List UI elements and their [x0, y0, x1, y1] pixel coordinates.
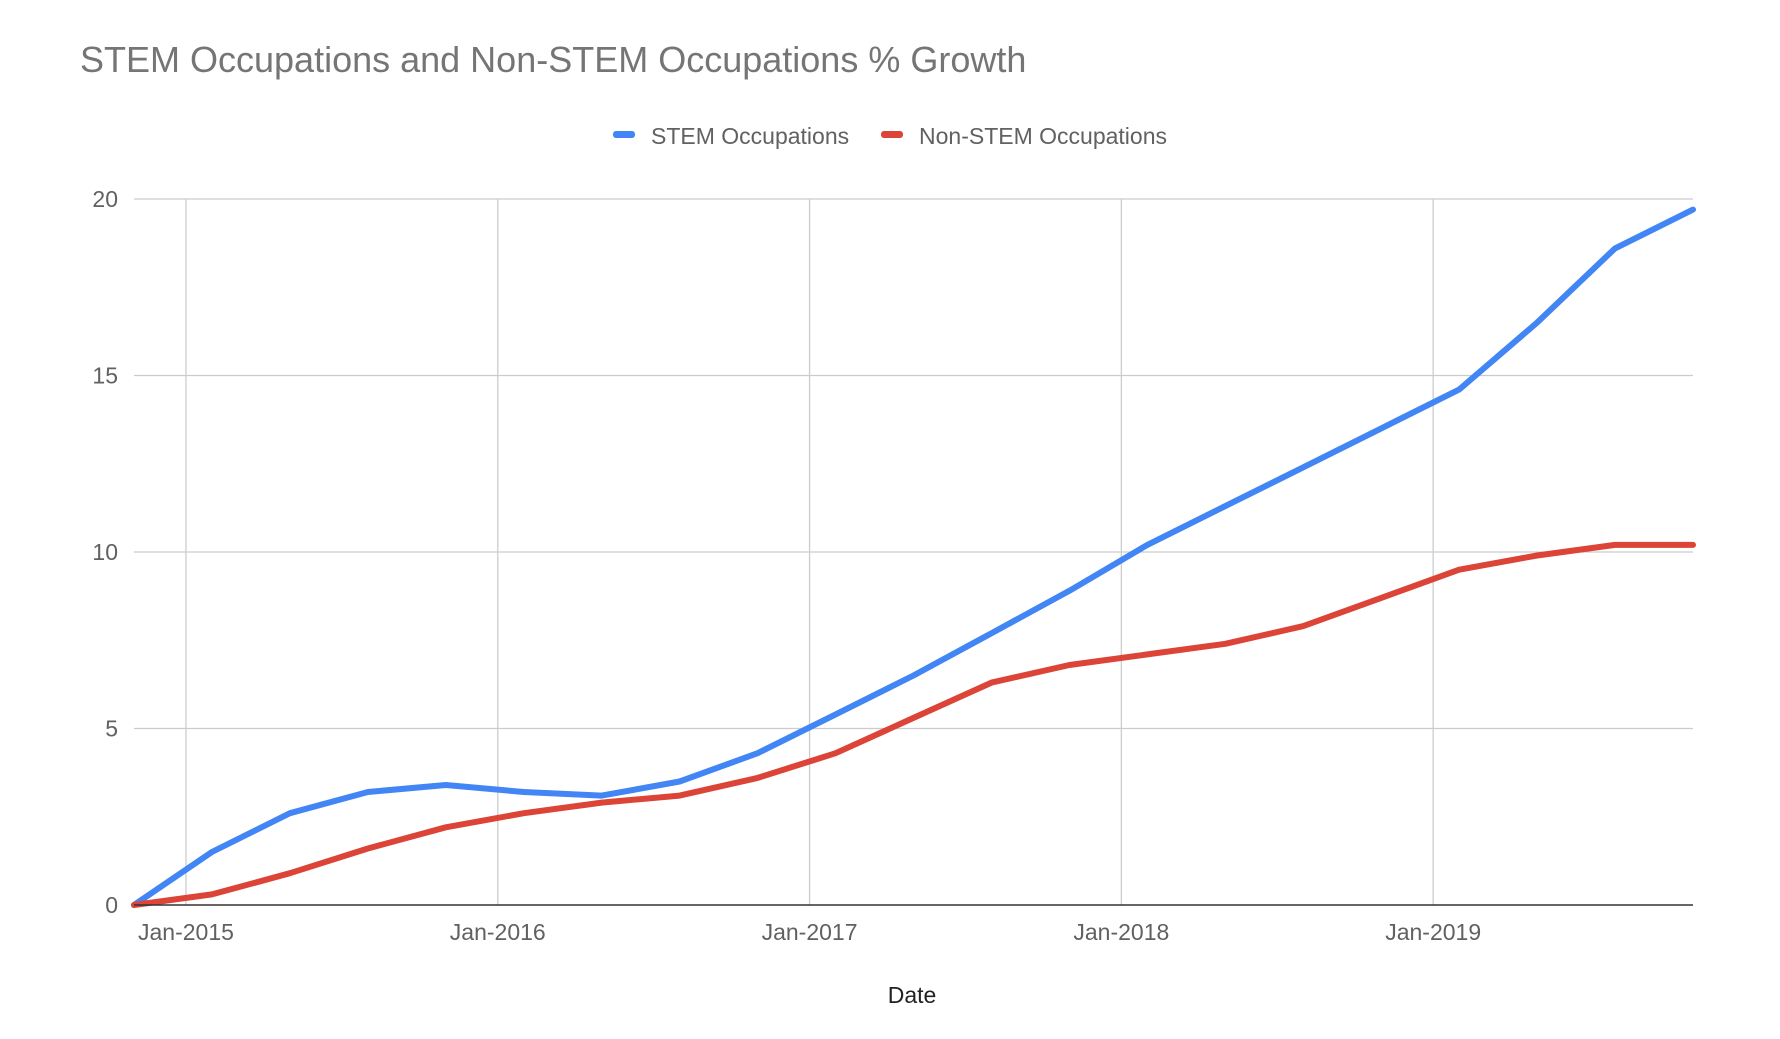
x-tick-label-2015-01: Jan-2015: [138, 919, 234, 945]
legend-item-stem[interactable]: STEM Occupations: [613, 123, 849, 149]
y-tick-label-15: 15: [92, 363, 118, 389]
x-tick-label-2019-01: Jan-2019: [1385, 919, 1481, 945]
legend: STEM Occupations Non-STEM Occupations: [613, 123, 1167, 149]
x-tick-label-2017-01: Jan-2017: [762, 919, 858, 945]
legend-item-non-stem[interactable]: Non-STEM Occupations: [881, 123, 1167, 149]
x-axis-ticks: Jan-2015 Jan-2016 Jan-2017 Jan-2018 Jan-2019: [138, 919, 1481, 945]
x-tick-label-2016-01: Jan-2016: [450, 919, 546, 945]
legend-swatch-non-stem: [881, 131, 903, 138]
y-tick-label-0: 0: [105, 892, 118, 918]
x-axis-title: Date: [888, 982, 937, 1008]
legend-label-stem: STEM Occupations: [651, 123, 849, 149]
series-line-non-stem[interactable]: [131, 541, 1696, 908]
legend-label-non-stem: Non-STEM Occupations: [919, 123, 1167, 149]
gridlines: [134, 198, 1693, 905]
legend-swatch-stem: [613, 131, 635, 138]
x-tick-label-2018-01: Jan-2018: [1073, 919, 1169, 945]
y-tick-label-20: 20: [92, 186, 118, 212]
series-line-stem[interactable]: [131, 206, 1696, 908]
y-tick-label-10: 10: [92, 539, 118, 565]
y-tick-label-5: 5: [105, 716, 118, 742]
series-lines: [131, 206, 1696, 908]
y-axis-ticks: 0 5 10 15 20: [92, 186, 118, 918]
chart-title: STEM Occupations and Non-STEM Occupation…: [80, 39, 1026, 80]
